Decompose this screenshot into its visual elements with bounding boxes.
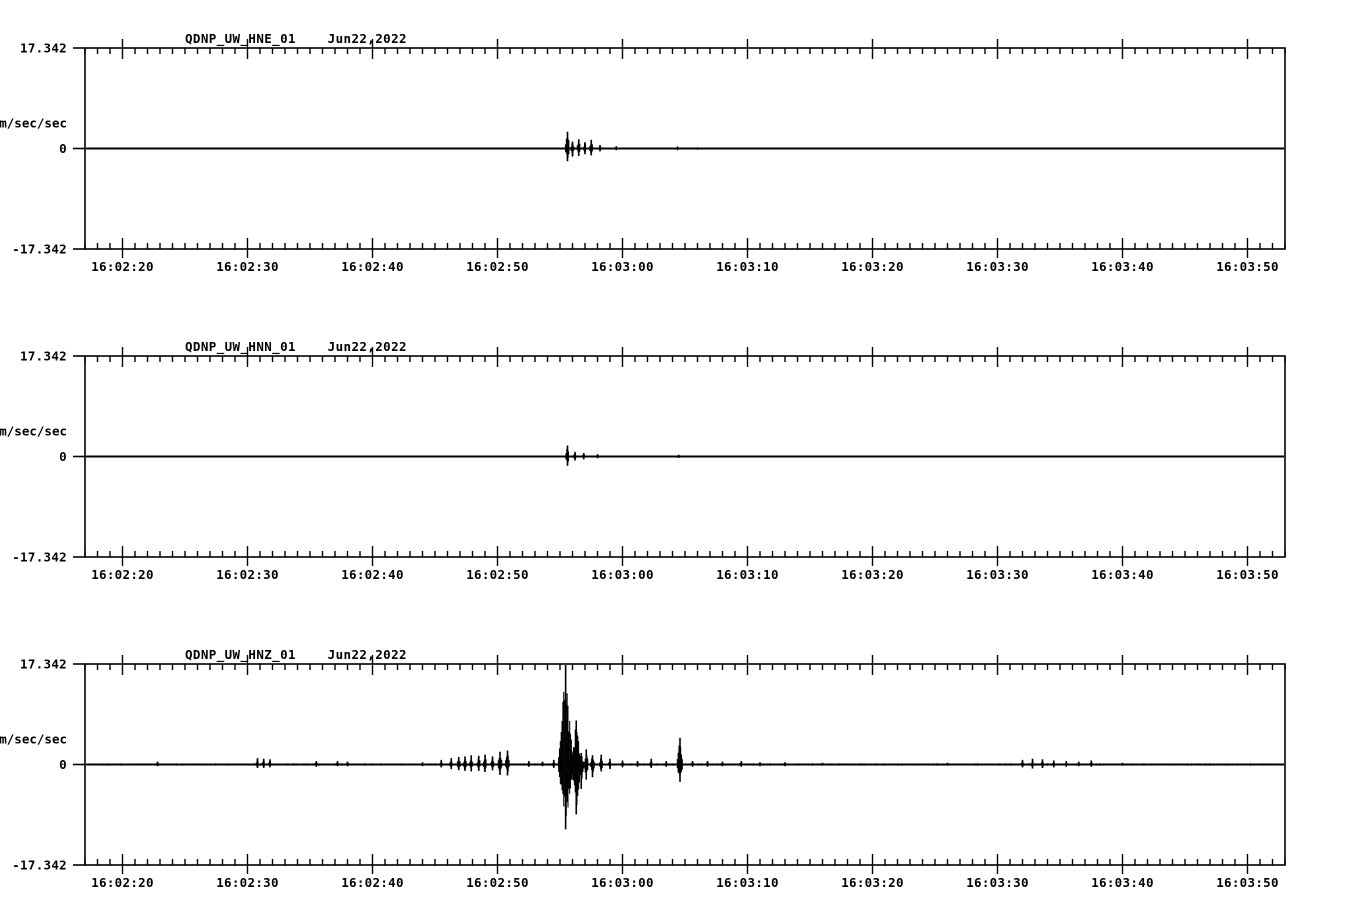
- panel-hne-y-units-label: cm/sec/sec: [0, 116, 67, 131]
- panel-hnz-x-tick-label: 16:03:00: [591, 875, 654, 890]
- panel-hnz-x-tick-label: 16:03:10: [716, 875, 779, 890]
- panel-hne-x-tick-label: 16:03:00: [591, 259, 654, 274]
- panel-hnn-x-tick-label: 16:03:30: [966, 567, 1029, 582]
- panel-hnn-y-max-label: 17.342: [20, 349, 67, 364]
- panel-hnz-x-tick-label: 16:02:40: [341, 875, 404, 890]
- panel-hne-x-tick-label: 16:03:20: [841, 259, 904, 274]
- panel-hnz-y-min-label: -17.342: [12, 858, 67, 873]
- panel-hne-x-tick-label: 16:03:30: [966, 259, 1029, 274]
- panel-hnz-y-units-label: cm/sec/sec: [0, 732, 67, 747]
- panel-hne-waveform: [86, 131, 1284, 162]
- panel-hnz-x-tick-label: 16:03:30: [966, 875, 1029, 890]
- panel-hnz-x-tick-label: 16:02:30: [216, 875, 279, 890]
- panel-hne-title: QDNP_UW_HNE_01 Jun22,2022: [185, 31, 407, 46]
- panel-hnz-x-tick-label: 16:03:50: [1216, 875, 1279, 890]
- panel-hne-y-max-label: 17.342: [20, 41, 67, 56]
- panel-hnn-title: QDNP_UW_HNN_01 Jun22,2022: [185, 339, 407, 354]
- panel-hnn-x-tick-label: 16:02:40: [341, 567, 404, 582]
- panel-hnz-x-ticks: [84, 655, 1286, 874]
- panel-hne-x-tick-label: 16:02:50: [466, 259, 529, 274]
- panel-hnn-x-tick-label: 16:02:30: [216, 567, 279, 582]
- panel-hnz-y-zero-label: 0: [59, 757, 67, 772]
- panel-hne-x-tick-label: 16:02:40: [341, 259, 404, 274]
- panel-hne-x-tick-label: 16:02:30: [216, 259, 279, 274]
- panel-hne-y-min-label: -17.342: [12, 242, 67, 257]
- panel-hnn-x-tick-label: 16:03:40: [1091, 567, 1154, 582]
- panel-hnz-x-tick-label: 16:02:50: [466, 875, 529, 890]
- panel-hnn-plot: 17.342 0 -17.342 cm/sec/sec 16:02:20 16:02:30…: [0, 347, 1286, 582]
- panel-hne-x-tick-label: 16:02:20: [91, 259, 154, 274]
- panel-hnz-plot: 17.342 0 -17.342 cm/sec/sec 16:02:20 16:02:30…: [0, 655, 1286, 890]
- panel-hnz-x-tick-label: 16:03:40: [1091, 875, 1154, 890]
- panel-hnz-y-max-label: 17.342: [20, 657, 67, 672]
- panel-hnn-x-tick-label: 16:03:10: [716, 567, 779, 582]
- panel-hnn-x-ticks: [84, 347, 1286, 566]
- panel-hnn-y-units-label: cm/sec/sec: [0, 424, 67, 439]
- panel-hne-y-zero-label: 0: [59, 141, 67, 156]
- panel-hnn: QDNP_UW_HNN_01 Jun22,2022 17.342 0 -17.342…: [0, 308, 1358, 616]
- panel-hne-x-ticks: [84, 39, 1286, 258]
- panel-hnn-y-min-label: -17.342: [12, 550, 67, 565]
- panel-hnz-x-tick-label: 16:02:20: [91, 875, 154, 890]
- panel-hnn-x-tick-label: 16:03:20: [841, 567, 904, 582]
- panel-hnn-x-tick-label: 16:03:50: [1216, 567, 1279, 582]
- panel-hnn-x-tick-label: 16:02:20: [91, 567, 154, 582]
- panel-hne-plot: 17.342 0 -17.342 cm/sec/sec 16:02:20 16:02:30…: [0, 39, 1286, 274]
- panel-hnn-x-tick-label: 16:03:00: [591, 567, 654, 582]
- panel-hnn-waveform: [86, 445, 1284, 466]
- panel-hnn-y-ticks: [73, 355, 85, 558]
- panel-hnz: QDNP_UW_HNZ_01 Jun22,2022 17.342 0 -17.342…: [0, 616, 1358, 924]
- panel-hnz-y-ticks: [73, 663, 85, 866]
- panel-hnz-waveform: [86, 665, 1284, 830]
- panel-hnn-y-zero-label: 0: [59, 449, 67, 464]
- panel-hne: QDNP_UW_HNE_01 Jun22,2022 17.342 0 -17.342…: [0, 0, 1358, 308]
- panel-hnz-title: QDNP_UW_HNZ_01 Jun22,2022: [185, 647, 407, 662]
- panel-hne-x-tick-label: 16:03:10: [716, 259, 779, 274]
- panel-hne-x-tick-label: 16:03:50: [1216, 259, 1279, 274]
- panel-hnz-x-tick-label: 16:03:20: [841, 875, 904, 890]
- panel-hne-x-tick-label: 16:03:40: [1091, 259, 1154, 274]
- panel-hne-y-ticks: [73, 47, 85, 250]
- panel-hnn-x-tick-label: 16:02:50: [466, 567, 529, 582]
